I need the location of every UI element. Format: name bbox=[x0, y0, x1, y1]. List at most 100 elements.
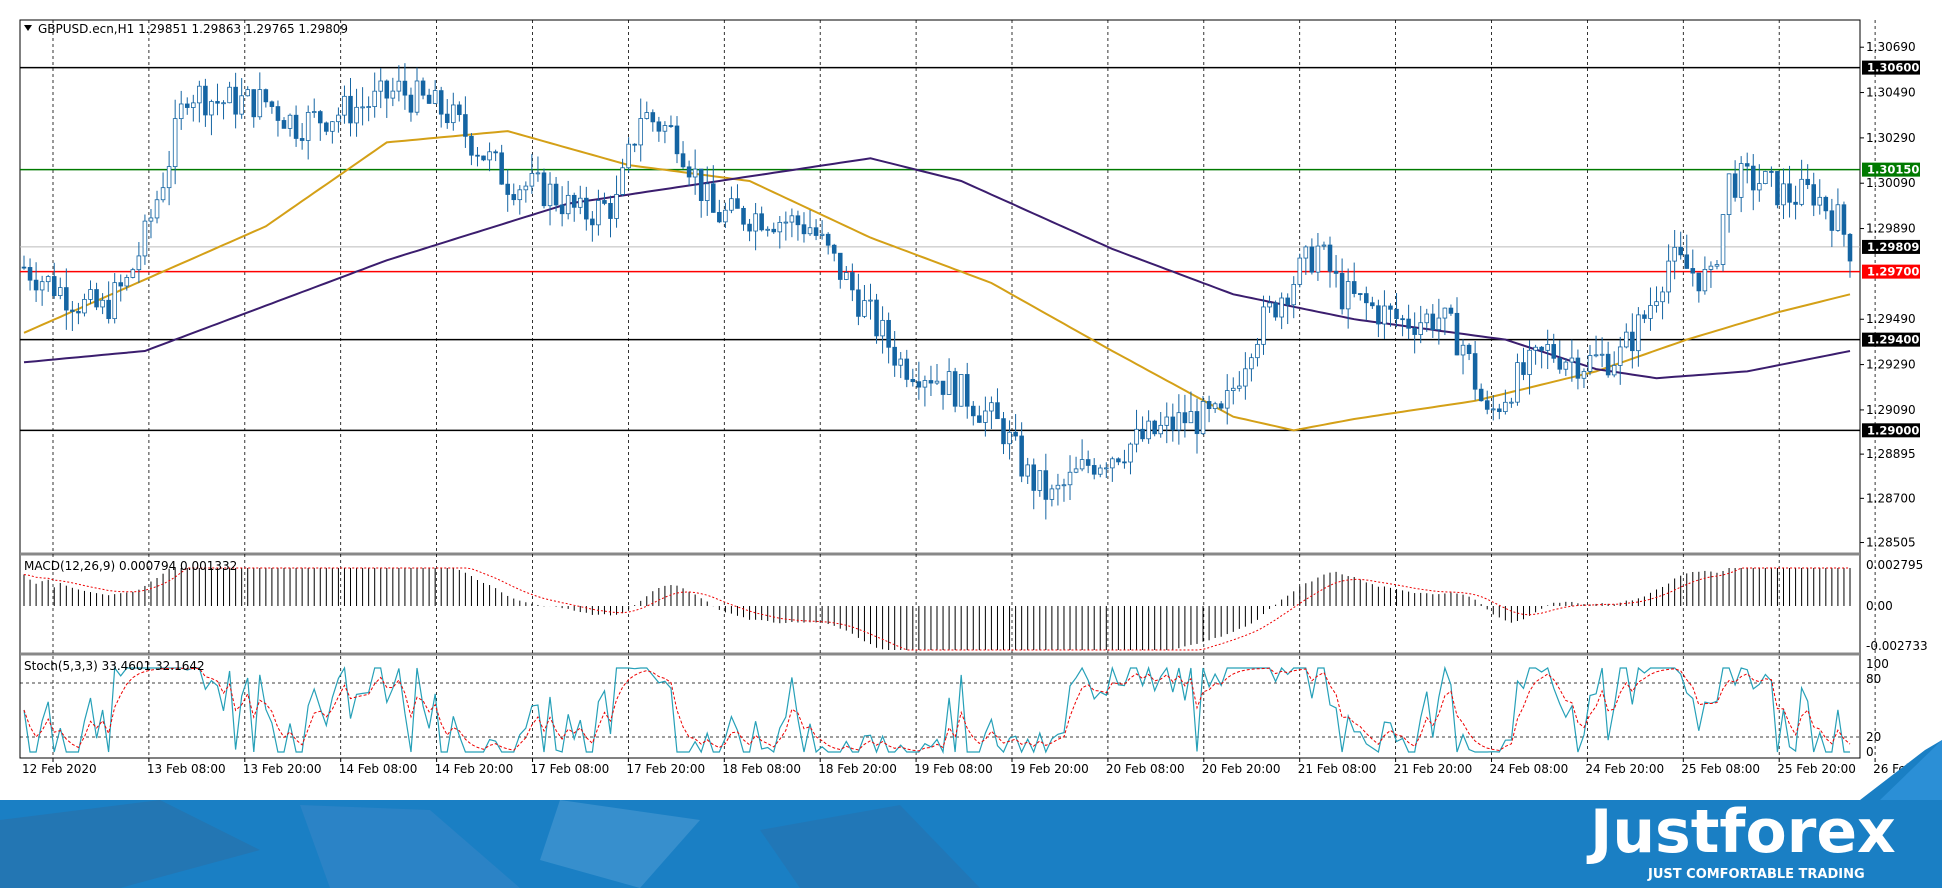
candle-body bbox=[1654, 301, 1659, 306]
candle-body bbox=[475, 154, 480, 157]
candle-body bbox=[844, 272, 849, 280]
candle-body bbox=[1091, 465, 1097, 475]
macd-axis-bottom: -0.002733 bbox=[1866, 639, 1928, 653]
candle-body bbox=[1351, 281, 1357, 294]
price-panel-frame bbox=[19, 19, 1861, 556]
candle-body bbox=[1509, 401, 1514, 404]
candle-body bbox=[70, 309, 75, 312]
candle-body bbox=[239, 95, 244, 115]
candle-body bbox=[1406, 318, 1411, 329]
price-tag-box bbox=[1862, 423, 1920, 438]
candle-body bbox=[1243, 368, 1248, 387]
candle-body bbox=[1218, 403, 1224, 409]
candle-body bbox=[1055, 484, 1061, 490]
price-axis-label: 1.30090 bbox=[1866, 176, 1916, 190]
candle-body bbox=[1714, 264, 1720, 267]
candle-body bbox=[511, 194, 517, 201]
candle-body bbox=[1007, 431, 1012, 445]
candle-body bbox=[1303, 246, 1309, 259]
candle-body bbox=[1563, 361, 1569, 370]
time-axis-label: 20 Feb 08:00 bbox=[1106, 762, 1185, 776]
candle-body bbox=[451, 104, 456, 124]
candle-body bbox=[311, 111, 317, 113]
candle-body bbox=[1424, 313, 1430, 324]
candle-body bbox=[64, 287, 69, 311]
price-tag-box bbox=[1862, 162, 1920, 177]
candle-body bbox=[1212, 403, 1218, 410]
candle-body bbox=[952, 371, 958, 407]
stoch-axis-0: 0 bbox=[1866, 745, 1874, 759]
candle-body bbox=[1321, 244, 1327, 247]
candle-body bbox=[1738, 163, 1744, 198]
candle-body bbox=[1128, 443, 1133, 463]
candle-body bbox=[1237, 385, 1242, 389]
candle-body bbox=[1569, 357, 1575, 363]
candle-body bbox=[1309, 246, 1315, 273]
candle-body bbox=[1521, 362, 1526, 375]
candle-body bbox=[342, 95, 347, 116]
candle-body bbox=[1472, 353, 1478, 390]
candle-body bbox=[1170, 416, 1176, 431]
banner-decor-shape bbox=[760, 805, 980, 888]
candle-body bbox=[1224, 390, 1230, 409]
candle-body bbox=[275, 106, 281, 121]
price-axis-label: 1.30290 bbox=[1866, 131, 1916, 145]
time-axis-label: 19 Feb 08:00 bbox=[914, 762, 993, 776]
stoch-axis-80: 80 bbox=[1866, 672, 1881, 686]
candle-body bbox=[366, 106, 371, 108]
moving-averages bbox=[23, 130, 1851, 432]
candle-body bbox=[928, 380, 934, 384]
candle-body bbox=[1829, 210, 1835, 231]
time-axis-label: 12 Feb 2020 bbox=[22, 762, 97, 776]
horizontal-levels[interactable] bbox=[20, 66, 1860, 432]
candle-body bbox=[958, 374, 964, 407]
candle-body bbox=[1787, 183, 1792, 203]
banner-decor-shape bbox=[300, 805, 520, 888]
time-axis-label: 18 Feb 20:00 bbox=[818, 762, 897, 776]
candle-body bbox=[971, 405, 976, 417]
candle-body bbox=[463, 114, 468, 137]
candle-body bbox=[76, 311, 81, 314]
candle-body bbox=[1285, 297, 1290, 306]
candle-body bbox=[1345, 281, 1351, 310]
candle-body bbox=[535, 172, 541, 175]
time-axis-label: 20 Feb 20:00 bbox=[1202, 762, 1281, 776]
time-axis-label: 17 Feb 20:00 bbox=[626, 762, 705, 776]
candle-body bbox=[493, 151, 498, 154]
candle-body bbox=[1744, 163, 1750, 167]
candle-body bbox=[674, 125, 680, 155]
candle-body bbox=[245, 89, 250, 97]
candle-body bbox=[263, 89, 269, 103]
price-axis-label: 1.29090 bbox=[1866, 403, 1916, 417]
banner-decor-shape bbox=[540, 800, 700, 888]
candle-body bbox=[880, 319, 885, 337]
candle-body bbox=[251, 89, 257, 118]
candle-body bbox=[753, 213, 758, 232]
candle-body bbox=[1581, 370, 1587, 379]
candle-body bbox=[1261, 306, 1266, 345]
candle-body bbox=[662, 125, 668, 132]
candle-body bbox=[469, 135, 474, 156]
candle-body bbox=[626, 143, 631, 169]
candle-body bbox=[396, 80, 402, 92]
time-axis-label: 21 Feb 20:00 bbox=[1394, 762, 1473, 776]
candle-body bbox=[795, 215, 801, 226]
candle-body bbox=[946, 371, 952, 395]
dropdown-triangle-icon[interactable] bbox=[24, 25, 32, 31]
candle-body bbox=[1847, 233, 1853, 262]
candle-body bbox=[1073, 468, 1079, 473]
candle-body bbox=[735, 198, 740, 209]
candle-body bbox=[529, 172, 535, 187]
candle-body bbox=[39, 281, 45, 291]
candle-body bbox=[1696, 272, 1702, 292]
candle-body bbox=[608, 203, 613, 219]
stochastic-indicator bbox=[23, 665, 1851, 755]
candle-body bbox=[1267, 302, 1272, 308]
ma-slow-line bbox=[23, 157, 1851, 380]
candle-body bbox=[233, 86, 238, 115]
candle-body bbox=[1315, 245, 1321, 273]
time-axis-label: 21 Feb 08:00 bbox=[1298, 762, 1377, 776]
candle-body bbox=[922, 380, 928, 388]
candle-body bbox=[868, 299, 873, 302]
